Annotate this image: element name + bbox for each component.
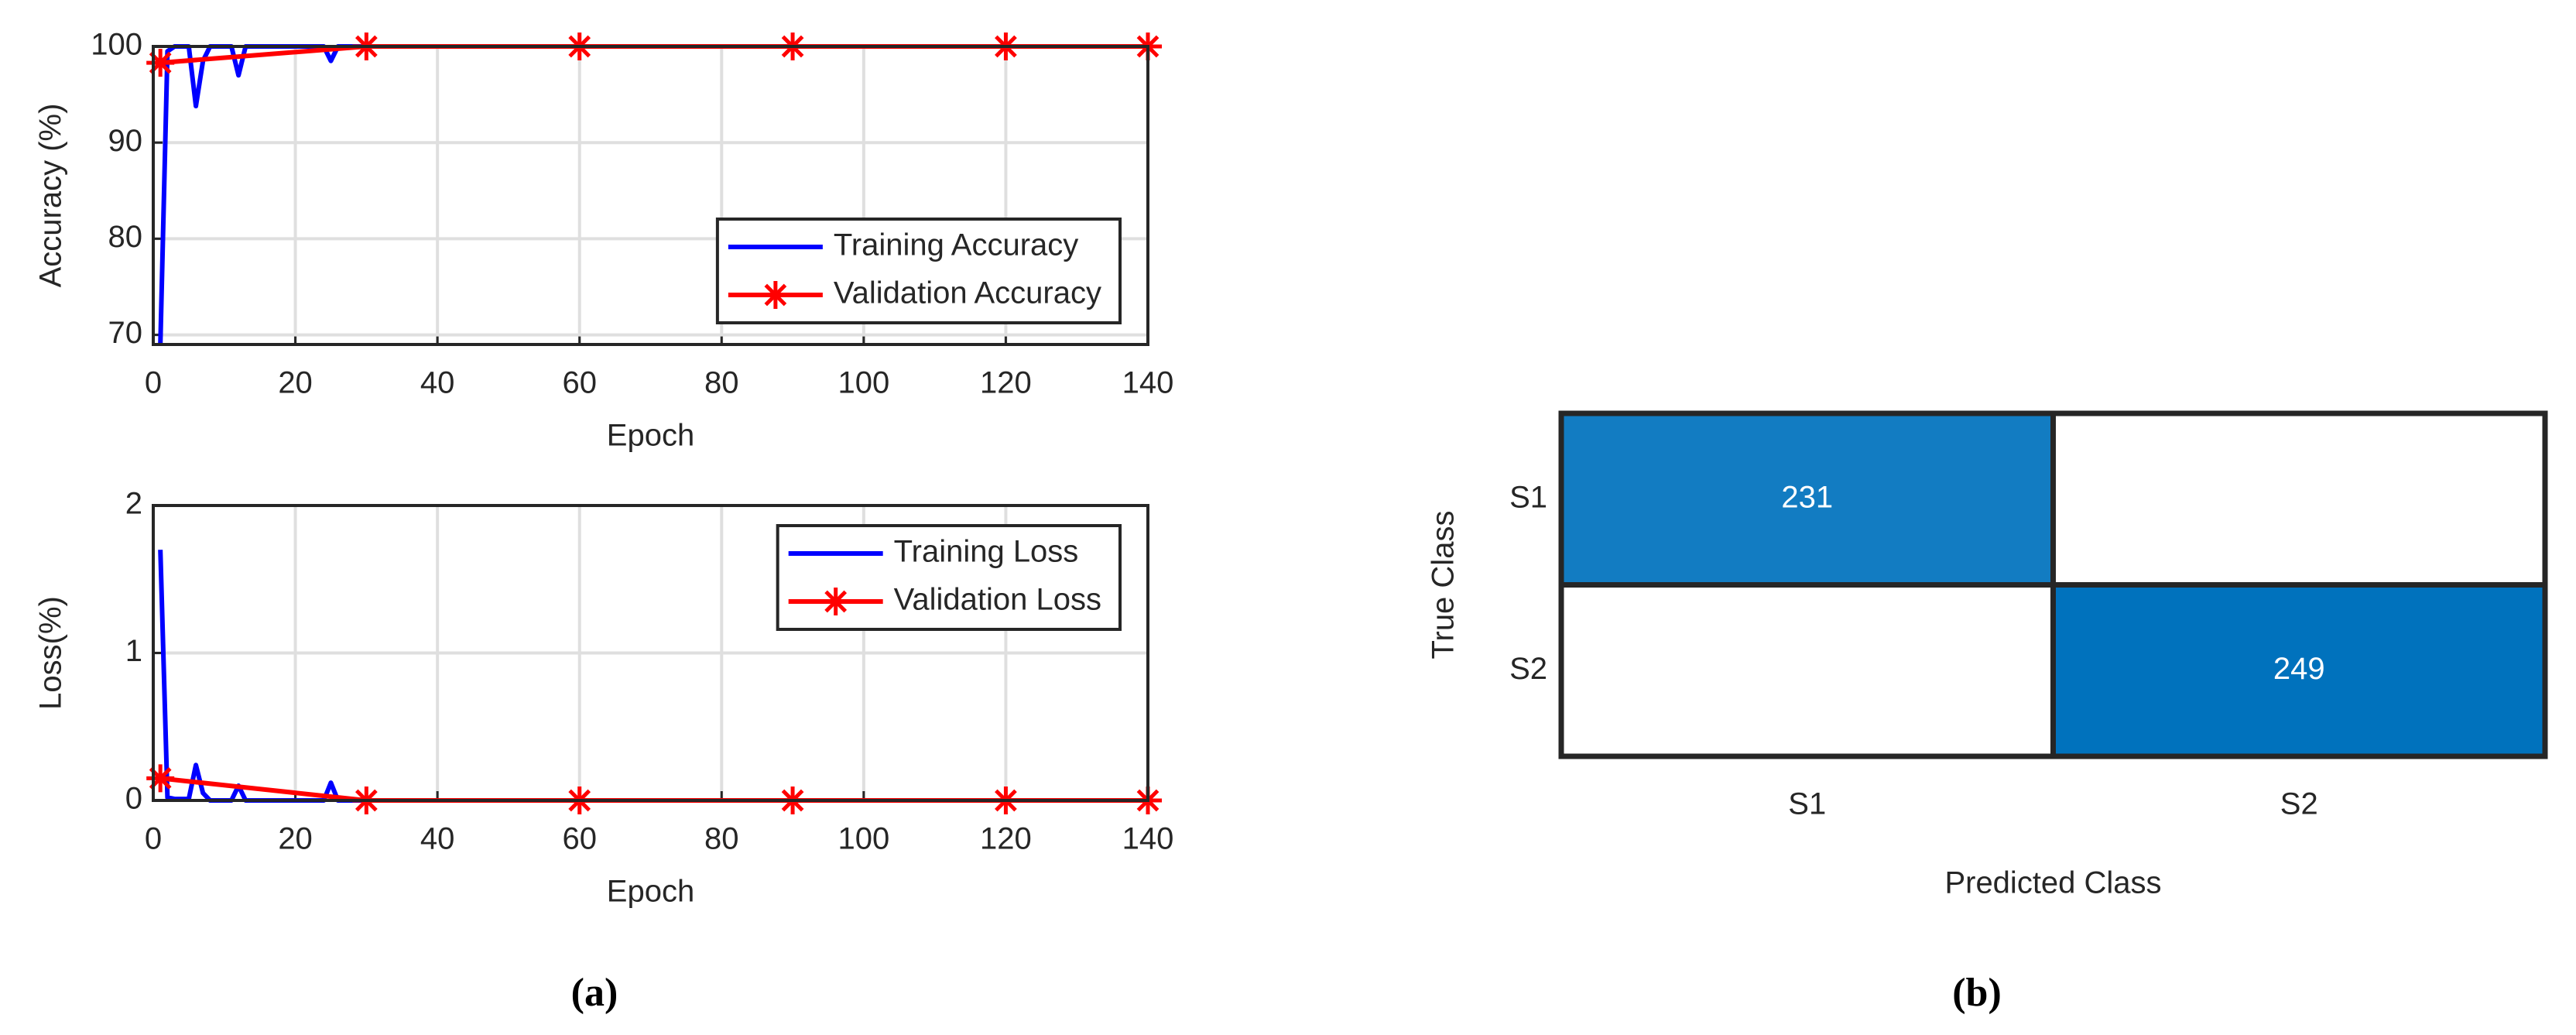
- cell: [1561, 413, 2054, 585]
- legend-label: Validation Loss: [894, 583, 1101, 617]
- y-tick-label: 90: [108, 124, 143, 158]
- heatmap-box: [1558, 410, 2548, 759]
- x-tick-label: 40: [420, 366, 455, 400]
- x-tick-label: 40: [420, 822, 455, 856]
- legend: Training Accuracy Validation Accuracy: [715, 218, 1122, 324]
- y-tick-label: 0: [125, 782, 142, 816]
- x-tick-label: 0: [145, 822, 162, 856]
- cell: [1561, 584, 2054, 756]
- x-tick-label: 20: [278, 366, 313, 400]
- legend-label: Training Loss: [894, 535, 1079, 569]
- x-tick-label: 120: [980, 822, 1032, 856]
- legend-label: Validation Accuracy: [834, 276, 1101, 310]
- x-tick-label: 140: [1122, 366, 1174, 400]
- axes-box: [152, 45, 1149, 346]
- legend: Training Loss Validation Loss: [776, 524, 1122, 631]
- y-tick-label: 2: [125, 487, 142, 521]
- x-tick-label: 100: [838, 366, 889, 400]
- x-tick-label: S1: [1788, 787, 1826, 821]
- x-tick-label: 120: [980, 366, 1032, 400]
- marker: [146, 764, 175, 793]
- y-axis-label: Loss(%): [34, 596, 68, 710]
- y-axis-label: True Class: [1427, 511, 1461, 660]
- cell: [2053, 584, 2545, 756]
- x-tick-label: 20: [278, 822, 313, 856]
- x-axis-label: Epoch: [607, 875, 694, 909]
- x-tick-label: 100: [838, 822, 889, 856]
- legend-label: Training Accuracy: [834, 228, 1078, 262]
- y-tick-label: 100: [91, 28, 142, 62]
- cell: [2053, 413, 2545, 585]
- x-tick-label: 80: [704, 822, 739, 856]
- y-tick-label: 1: [125, 634, 142, 668]
- x-tick-label: 80: [704, 366, 739, 400]
- y-tick-label: 70: [108, 316, 143, 350]
- legend-box: [715, 218, 1122, 324]
- caption: (b): [1952, 971, 2002, 1015]
- x-axis-label: Epoch: [607, 419, 694, 453]
- x-tick-label: 60: [562, 366, 597, 400]
- axes-box: [152, 504, 1149, 802]
- y-tick-label: S1: [1509, 480, 1547, 514]
- caption: (a): [571, 971, 618, 1015]
- marker: [146, 49, 175, 77]
- legend-marker: [761, 281, 790, 309]
- x-tick-label: S2: [2280, 787, 2318, 821]
- cell-label: 231: [1781, 480, 1833, 514]
- x-axis-label: Predicted Class: [1944, 866, 2161, 900]
- y-tick-label: S2: [1509, 652, 1547, 686]
- x-tick-label: 60: [562, 822, 597, 856]
- legend-marker: [821, 588, 850, 615]
- x-tick-label: 0: [145, 366, 162, 400]
- cell-label: 249: [2273, 652, 2325, 686]
- y-axis-label: Accuracy (%): [34, 104, 68, 288]
- y-tick-label: 80: [108, 220, 143, 254]
- x-tick-label: 140: [1122, 822, 1174, 856]
